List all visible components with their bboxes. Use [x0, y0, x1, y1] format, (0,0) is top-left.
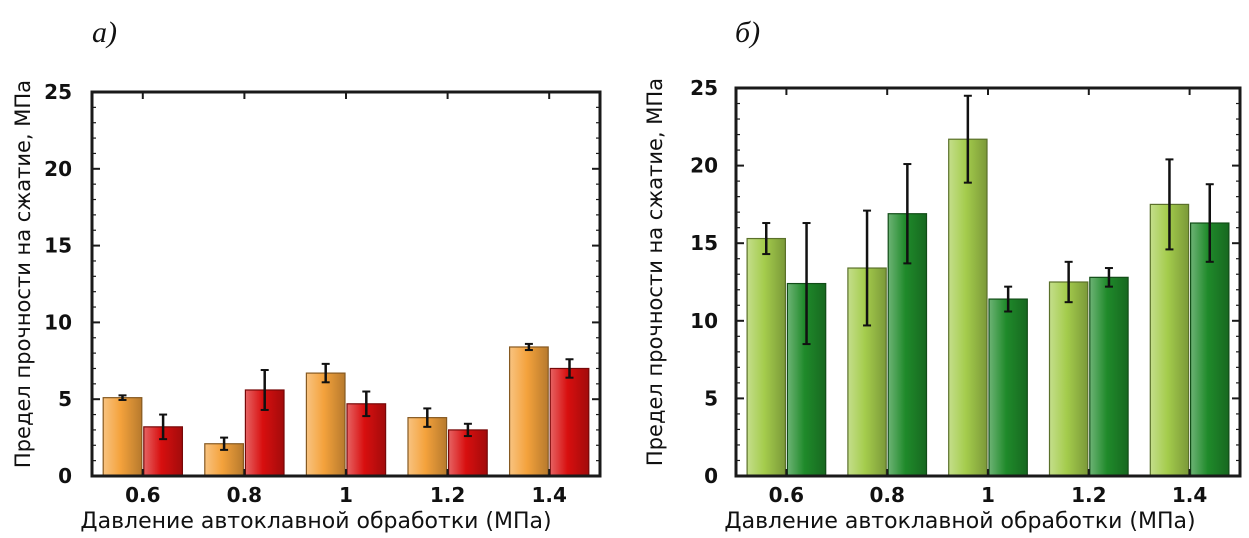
- bar-s2-1: [988, 298, 1028, 477]
- bar-s1-1.4: [508, 346, 549, 477]
- y-tick-label: 5: [704, 386, 718, 410]
- x-axis-title: Давление автоклавной обработки (МПа): [724, 509, 1195, 534]
- y-tick-label: 10: [44, 310, 72, 334]
- panel-label: а): [92, 16, 117, 49]
- x-tick-label: 1.2: [430, 483, 465, 507]
- bar-s1-0.6: [102, 397, 143, 477]
- y-tick-label: 0: [58, 464, 72, 488]
- bar-s1-1.2: [1048, 281, 1089, 477]
- y-tick-label: 0: [704, 464, 718, 488]
- x-tick-label: 0.8: [869, 483, 904, 507]
- y-tick-label: 25: [44, 80, 72, 104]
- x-tick-label: 1.4: [1172, 483, 1207, 507]
- bar-s2-1.4: [549, 367, 590, 477]
- y-tick-label: 15: [690, 231, 718, 255]
- panel-label: б): [735, 16, 760, 49]
- y-axis-title: Предел прочности на сжатие, МПа: [11, 80, 35, 468]
- y-tick-label: 5: [58, 387, 72, 411]
- x-tick-label: 0.6: [125, 483, 160, 507]
- y-axis-title: Предел прочности на сжатие, МПа: [643, 78, 667, 466]
- y-tick-label: 20: [44, 157, 72, 181]
- bar-s2-1.2: [1089, 276, 1129, 477]
- y-tick-label: 10: [690, 309, 718, 333]
- bar-s1-1: [305, 372, 346, 477]
- x-axis-title: Давление автоклавной обработки (МПа): [80, 509, 551, 534]
- x-tick-label: 1: [981, 483, 995, 507]
- y-tick-label: 20: [690, 154, 718, 178]
- y-tick-label: 25: [690, 76, 718, 100]
- bar-s2-1.4: [1189, 222, 1230, 477]
- x-tick-label: 1: [339, 483, 353, 507]
- x-tick-label: 1.2: [1071, 483, 1106, 507]
- chart-panel-a: а) 0.6 0.8 1 1.2 1.4 0 5 10 15 20 25 Давление автокл…: [11, 16, 602, 534]
- bar-s1-1: [948, 138, 988, 477]
- x-tick-label: 1.4: [531, 483, 566, 507]
- bar-s1-0.6: [746, 237, 787, 477]
- y-tick-label: 15: [44, 234, 72, 258]
- chart-panel-b: б) 0.6 0.8 1 1.2 1.4 0 5 10 15 20 25 Давление автокл…: [643, 16, 1242, 534]
- x-tick-label: 0.6: [769, 483, 804, 507]
- x-tick-label: 0.8: [227, 483, 262, 507]
